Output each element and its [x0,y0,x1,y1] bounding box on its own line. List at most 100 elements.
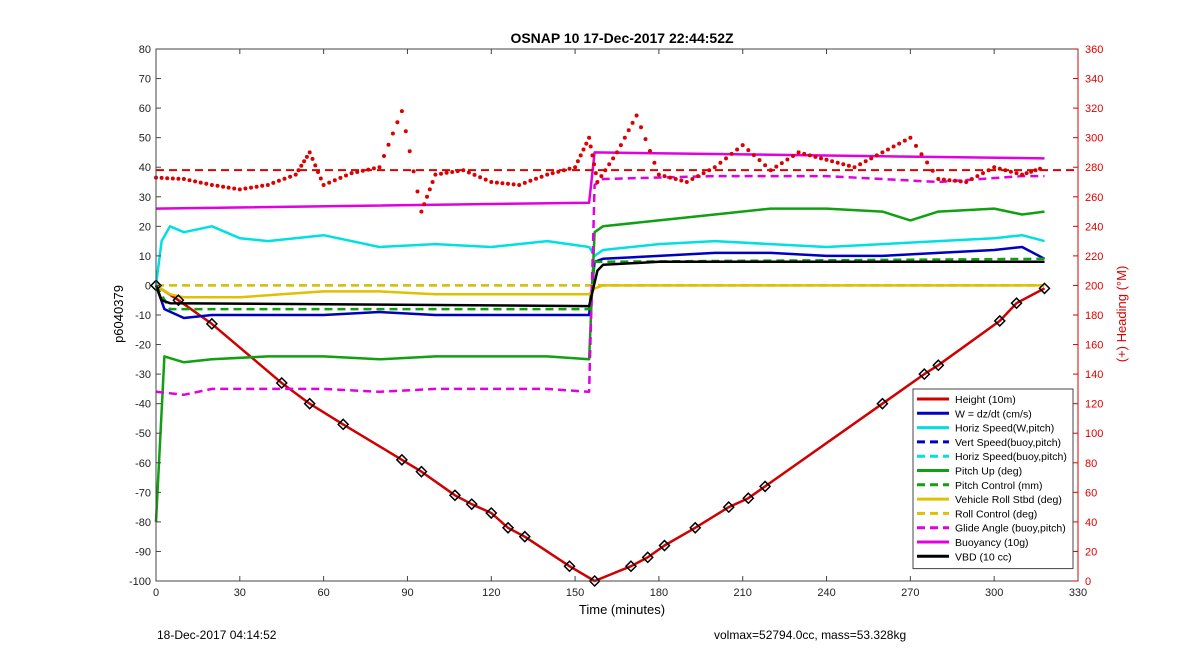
heading-point [310,156,315,161]
heading-point [265,183,270,187]
legend-entry: Buoyancy (10g) [955,537,1029,549]
height-marker [415,465,428,478]
legend-box [912,388,1074,570]
legend-entry: Horiz Speed(buoy,pitch) [955,451,1067,463]
heading-point [226,185,231,190]
heading-point [626,128,631,133]
heading-point [925,160,930,165]
heading-point [969,177,974,181]
heading-point [573,165,578,170]
heading-point [785,157,790,162]
heading-point [779,161,784,166]
y2-axis-label: (+) Heading (°M) [1114,266,1129,363]
y2-tick-label: 120 [1085,399,1103,411]
heading-point [802,151,807,156]
heading-point [271,180,276,185]
heading-point [643,137,648,142]
heading-point [592,162,597,167]
y2-tick-label: 20 [1085,546,1097,558]
heading-point [936,177,941,181]
heading-point [953,178,958,183]
y-tick-label: 80 [139,44,151,56]
y2-tick-label: 100 [1085,428,1103,440]
heading-point [390,131,395,136]
heading-point [897,141,902,146]
heading-point [539,174,544,179]
series-line-5 [154,207,1045,522]
y-tick-label: -30 [135,369,151,381]
heading-point [701,171,706,176]
y2-tick-label: 160 [1085,340,1103,352]
heading-point [165,176,170,181]
heading-point [187,178,192,183]
y-tick-label: 30 [139,192,151,204]
y-tick-label: -70 [135,487,151,499]
heading-point [958,179,963,184]
heading-point [371,166,376,171]
y2-tick-label: 360 [1085,44,1103,56]
y2-tick-label: 40 [1085,517,1097,529]
heading-point [243,186,248,191]
heading-point [622,135,627,140]
y-tick-label: -50 [135,428,151,440]
heading-point [349,171,354,176]
heading-point [260,183,265,188]
heading-point [282,176,287,181]
legend-entry: Pitch Control (mm) [955,480,1043,492]
heading-point [648,149,652,153]
heading-point [684,180,689,184]
y2-tick-label: 260 [1085,192,1103,204]
heading-point [690,177,695,181]
heading-point [593,171,598,176]
heading-point [615,150,619,155]
heading-point [181,177,186,181]
height-marker [337,418,350,431]
heading-point [914,143,918,148]
x-tick-label: 270 [901,587,919,599]
heading-point [567,166,572,171]
x-tick-label: 30 [234,587,246,599]
heading-point [652,160,657,165]
heading-point [824,157,829,162]
height-marker [275,376,288,390]
height-marker [759,480,772,493]
heading-point [221,184,226,189]
heading-point [941,177,946,182]
height-marker [624,560,638,573]
heading-point [964,180,969,184]
heading-point [813,154,818,159]
y2-tick-label: 80 [1085,458,1097,470]
height-marker [932,359,945,372]
heading-point [590,153,595,158]
heading-point [919,152,924,157]
heading-point [450,170,455,174]
heading-point [327,180,332,185]
x-tick-label: 330 [1069,587,1087,599]
heading-point [1014,171,1019,176]
heading-point [204,181,209,186]
plot-layer [149,109,1078,588]
heading-point [751,153,756,158]
heading-point [344,173,348,178]
series-line-11 [154,260,1045,308]
heading-point [550,171,555,176]
heading-point [198,180,203,185]
heading-point [500,181,505,186]
heading-point [528,178,533,183]
heading-point [595,180,600,184]
heading-point [656,172,661,177]
heading-point [830,159,835,164]
heading-point [735,147,740,152]
y2-tick-label: 320 [1085,103,1103,115]
heading-point [852,165,857,170]
heading-point [407,149,412,154]
heading-point [724,156,728,161]
height-marker [876,397,889,410]
heading-point [360,168,365,173]
height-marker [465,498,478,511]
x-tick-label: 60 [318,587,330,599]
footer-mass-info: volmax=52794.0cc, mass=53.328kg [714,628,907,642]
series-line-9 [155,174,1045,397]
series-line-0 [155,284,1046,583]
